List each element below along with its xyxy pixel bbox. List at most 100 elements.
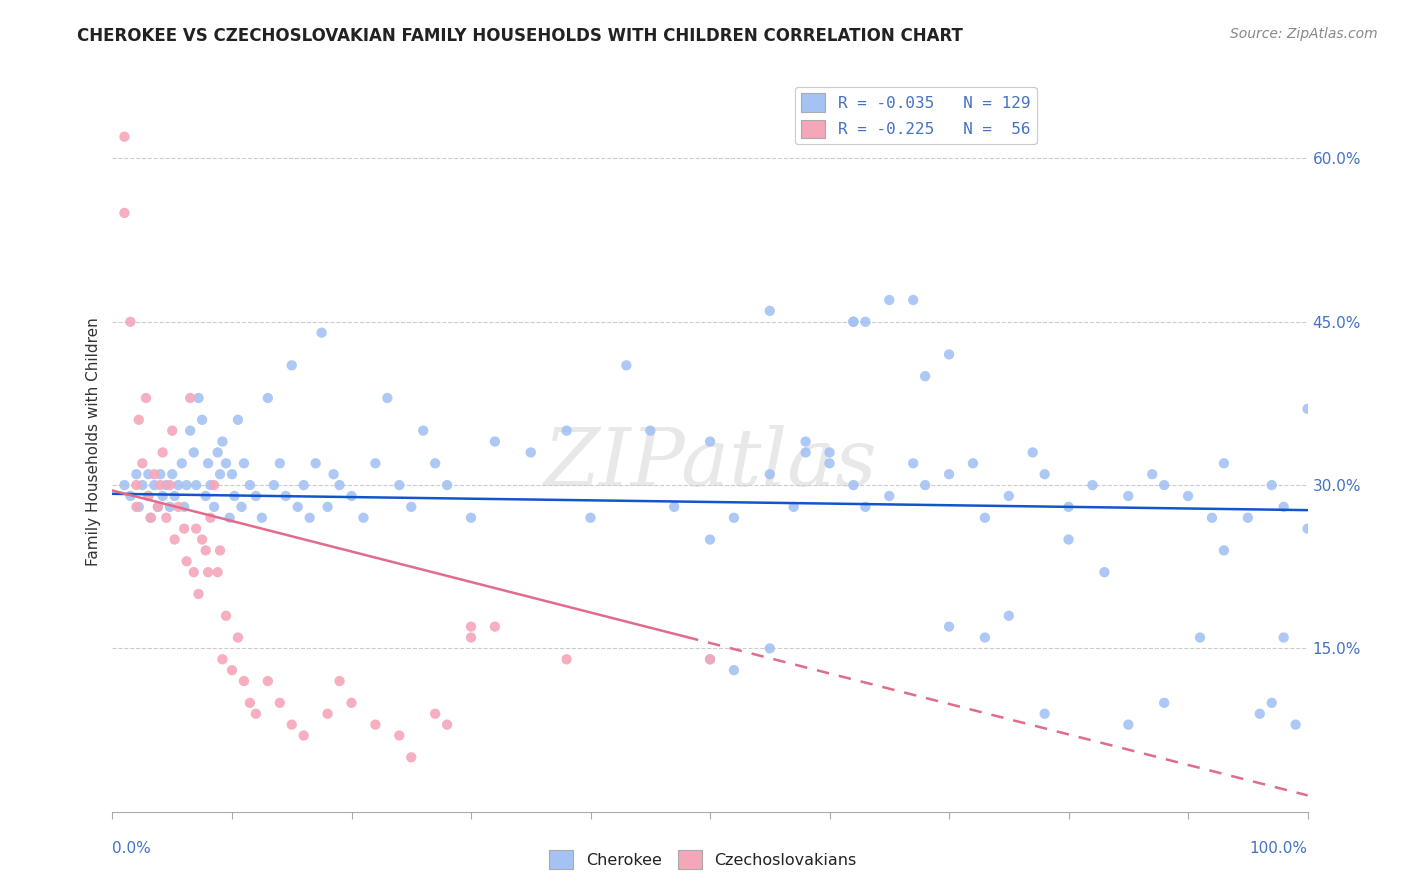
Point [579, 510, 602, 524]
Point [1057, 500, 1080, 514]
Point [197, 565, 219, 579]
Point [699, 434, 721, 449]
Point [202, 478, 225, 492]
Point [842, 478, 865, 492]
Point [128, 500, 150, 514]
Point [176, 478, 198, 492]
Point [1213, 456, 1236, 470]
Point [436, 717, 458, 731]
Point [616, 359, 638, 373]
Point [170, 456, 193, 470]
Point [215, 608, 238, 623]
Point [1177, 489, 1199, 503]
Point [938, 467, 960, 482]
Point [183, 565, 205, 579]
Point [484, 619, 506, 633]
Point [211, 652, 233, 666]
Point [218, 510, 240, 524]
Point [1118, 489, 1140, 503]
Point [207, 565, 229, 579]
Point [128, 413, 150, 427]
Point [120, 489, 142, 503]
Point [1261, 696, 1284, 710]
Point [162, 467, 183, 482]
Point [759, 304, 782, 318]
Point [138, 467, 160, 482]
Point [1272, 631, 1295, 645]
Point [555, 652, 578, 666]
Point [1118, 717, 1140, 731]
Point [298, 510, 321, 524]
Point [209, 467, 232, 482]
Point [239, 478, 262, 492]
Point [125, 500, 148, 514]
Point [138, 489, 160, 503]
Point [794, 445, 817, 459]
Point [364, 456, 387, 470]
Point [183, 445, 205, 459]
Point [1094, 565, 1116, 579]
Point [329, 478, 352, 492]
Point [233, 456, 256, 470]
Point [263, 478, 285, 492]
Point [879, 293, 901, 307]
Point [1285, 717, 1308, 731]
Point [281, 717, 304, 731]
Point [316, 706, 339, 721]
Point [187, 587, 209, 601]
Point [131, 456, 153, 470]
Point [818, 445, 841, 459]
Point [759, 641, 782, 656]
Point [167, 478, 190, 492]
Point [377, 391, 399, 405]
Point [125, 467, 148, 482]
Point [221, 663, 243, 677]
Point [974, 631, 997, 645]
Point [186, 478, 208, 492]
Point [139, 510, 162, 524]
Point [197, 456, 219, 470]
Point [311, 326, 333, 340]
Point [257, 674, 280, 689]
Point [938, 347, 960, 361]
Point [131, 478, 153, 492]
Point [186, 522, 208, 536]
Point [215, 456, 238, 470]
Point [903, 293, 925, 307]
Point [114, 129, 135, 144]
Point [139, 510, 162, 524]
Point [401, 500, 423, 514]
Point [520, 445, 543, 459]
Point [699, 652, 721, 666]
Point [187, 391, 209, 405]
Point [245, 489, 267, 503]
Point [1153, 696, 1175, 710]
Point [1022, 445, 1045, 459]
Point [842, 315, 865, 329]
Legend: Cherokee, Czechoslovakians: Cherokee, Czechoslovakians [543, 844, 863, 875]
Point [352, 510, 374, 524]
Point [159, 500, 181, 514]
Point [200, 478, 222, 492]
Point [699, 533, 721, 547]
Point [460, 619, 482, 633]
Point [340, 696, 363, 710]
Point [191, 533, 214, 547]
Point [1261, 478, 1284, 492]
Text: ZIPatlas: ZIPatlas [543, 425, 877, 502]
Point [699, 652, 721, 666]
Point [664, 500, 686, 514]
Point [114, 206, 135, 220]
Point [640, 424, 662, 438]
Point [855, 315, 877, 329]
Point [329, 674, 352, 689]
Point [425, 706, 447, 721]
Point [250, 510, 273, 524]
Point [146, 500, 169, 514]
Point [191, 413, 214, 427]
Point [903, 456, 925, 470]
Point [305, 456, 328, 470]
Point [1057, 533, 1080, 547]
Point [388, 729, 411, 743]
Point [1249, 706, 1271, 721]
